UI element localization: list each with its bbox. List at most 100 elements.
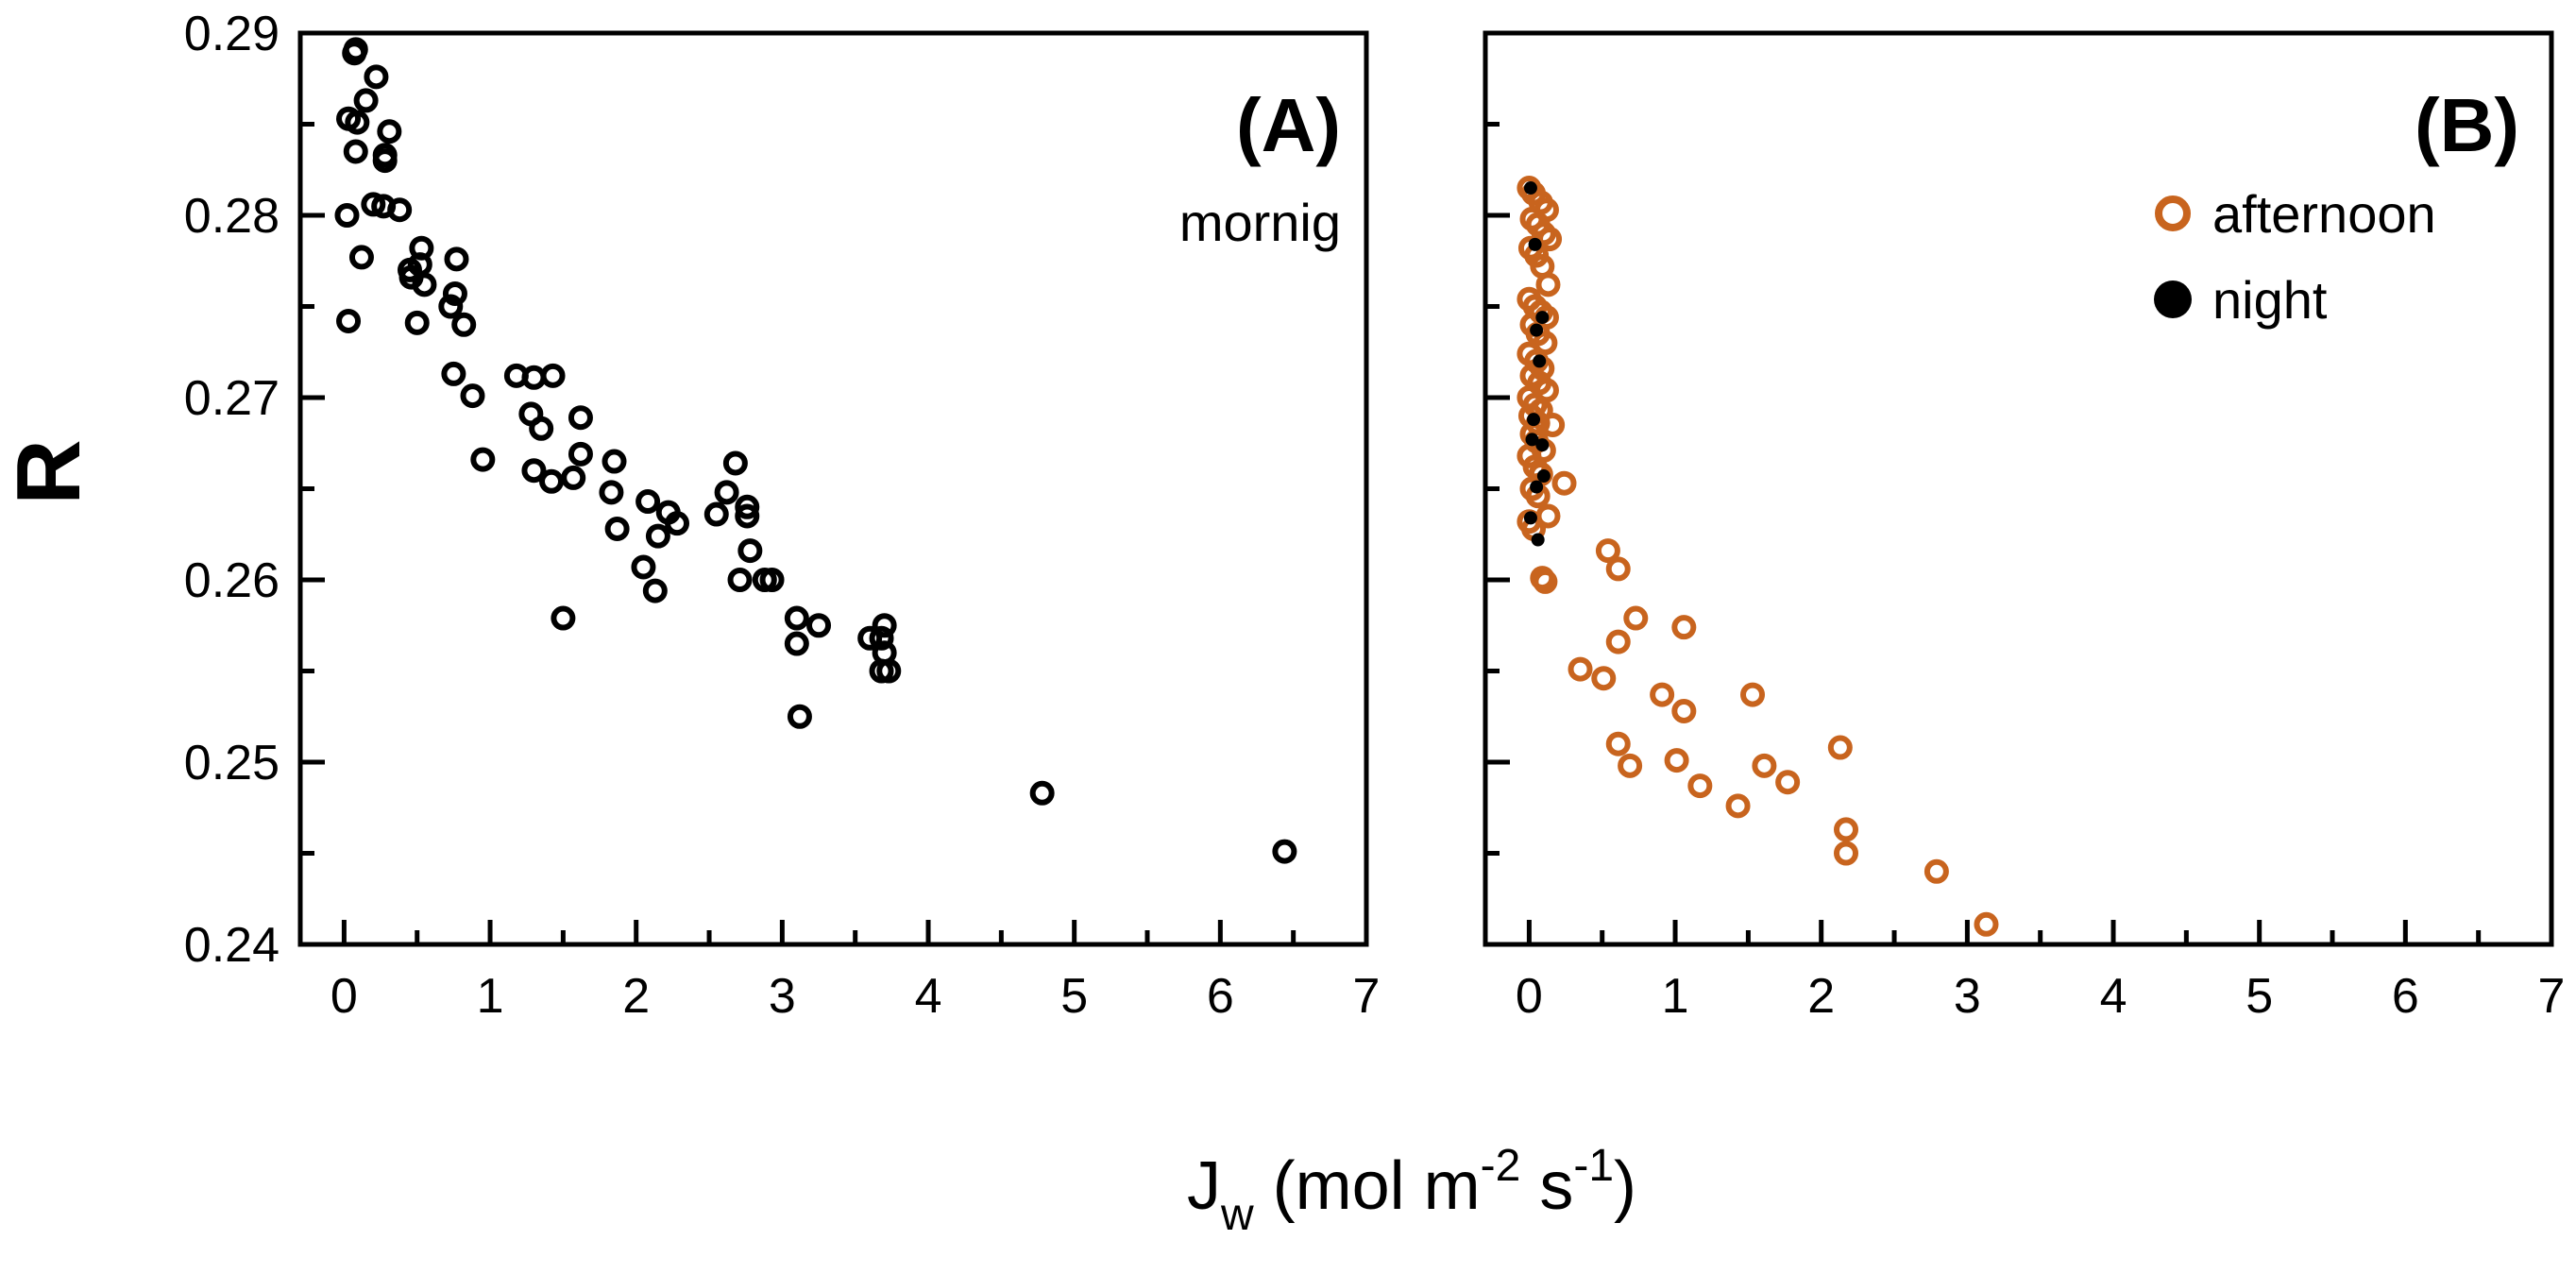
x-tick-label: 1 — [477, 969, 504, 1024]
x-tick-label: 4 — [915, 969, 942, 1024]
mornig-point — [361, 192, 386, 217]
night-point — [1535, 438, 1550, 452]
panel-a-y-ticks: 0.24 0.25 0.26 0.27 0.28 0.29 — [184, 7, 325, 973]
panel-b-label: (B) — [2415, 83, 2519, 167]
mornig-point — [645, 523, 670, 549]
legend-night-label: night — [2212, 270, 2328, 330]
x-tick-label: 5 — [2246, 969, 2273, 1024]
night-point — [1528, 237, 1542, 251]
y-tick-label: 0.28 — [184, 189, 280, 244]
afternoon-point — [1605, 731, 1631, 756]
afternoon-point — [1671, 615, 1697, 640]
mornig-point — [387, 197, 413, 223]
afternoon-point — [1775, 770, 1801, 795]
mornig-point — [521, 365, 547, 390]
x-axis-title-sub: w — [1220, 1190, 1254, 1240]
afternoon-point — [1540, 412, 1566, 437]
mornig-point — [521, 458, 547, 484]
x-tick-label: 3 — [769, 969, 796, 1024]
mornig-point — [438, 294, 464, 319]
mornig-point — [529, 416, 554, 441]
y-tick-label: 0.24 — [184, 918, 280, 973]
y-axis-title: R — [0, 439, 99, 504]
mornig-point — [470, 447, 496, 472]
night-point — [1533, 354, 1547, 368]
mornig-point — [377, 119, 402, 144]
night-point — [1523, 181, 1537, 195]
mornig-point — [642, 578, 668, 603]
mornig-point — [404, 310, 430, 335]
afternoon-point — [1740, 682, 1766, 707]
panel-a-label: (A) — [1236, 83, 1341, 167]
x-tick-label: 6 — [1207, 969, 1234, 1024]
afternoon-point — [1664, 748, 1689, 773]
panel-b-y-ticks — [1485, 30, 1510, 947]
night-point — [1530, 323, 1544, 337]
mornig-point — [568, 441, 593, 467]
mornig-point — [604, 516, 630, 541]
mornig-point — [727, 568, 753, 592]
night-point — [1523, 511, 1537, 525]
x-tick-label: 5 — [1060, 969, 1088, 1024]
mornig-point — [599, 480, 624, 505]
panel-a-points — [334, 37, 1297, 864]
legend-night-marker — [2154, 280, 2192, 318]
panel-a: 0.24 0.25 0.26 0.27 0.28 0.29 0 1 2 3 4 5 6 7 (A) mo… — [184, 7, 1381, 1024]
panel-b: 0 1 2 3 4 5 6 7 (B) afternoon night — [1483, 30, 2565, 1024]
panel-b-frame — [1483, 30, 2554, 947]
mornig-point — [561, 465, 586, 490]
mornig-point — [334, 203, 360, 228]
mornig-point — [539, 468, 565, 494]
x-tick-label: 2 — [622, 969, 650, 1024]
y-tick-label: 0.26 — [184, 553, 280, 608]
mornig-point — [869, 625, 894, 651]
mornig-point — [336, 308, 362, 333]
mornig-point — [451, 312, 477, 337]
x-axis-title-rest2: s — [1520, 1148, 1573, 1224]
mornig-point — [540, 363, 566, 388]
mornig-point — [1272, 839, 1297, 864]
mornig-point — [735, 503, 760, 529]
mornig-point — [857, 625, 883, 651]
afternoon-point — [1605, 629, 1631, 654]
panel-a-frame — [297, 30, 1369, 947]
afternoon-point — [1595, 538, 1620, 564]
mornig-point — [665, 511, 690, 536]
mornig-point — [343, 139, 368, 164]
afternoon-point — [1974, 911, 1999, 937]
night-point — [1535, 311, 1550, 325]
y-tick-label: 0.25 — [184, 736, 280, 790]
mornig-point — [568, 405, 593, 431]
panel-b-points — [1517, 176, 1999, 937]
afternoon-point — [1650, 682, 1675, 707]
x-axis-title-main: J — [1187, 1148, 1221, 1224]
x-axis-title-sup2: -1 — [1573, 1141, 1614, 1191]
x-tick-label: 1 — [1662, 969, 1689, 1024]
afternoon-point — [1687, 773, 1713, 799]
afternoon-point — [1533, 331, 1558, 356]
mornig-point — [872, 613, 897, 638]
mornig-point — [460, 383, 485, 409]
mornig-point — [636, 489, 661, 515]
y-tick-label: 0.27 — [184, 371, 280, 426]
panel-a-annotation: mornig — [1179, 193, 1341, 252]
mornig-point — [442, 280, 467, 306]
afternoon-point — [1568, 656, 1593, 682]
afternoon-point — [1618, 753, 1643, 778]
panel-a-x-ticks: 0 1 2 3 4 5 6 7 — [330, 920, 1380, 1024]
x-axis-title-rest3: ) — [1614, 1148, 1636, 1224]
night-point — [1530, 480, 1544, 494]
afternoon-point — [1924, 858, 1949, 884]
mornig-point — [353, 88, 379, 113]
x-axis-title: Jw (mol m-2 s-1) — [1187, 1141, 1636, 1240]
mornig-point — [784, 605, 809, 631]
legend: afternoon night — [2154, 184, 2436, 330]
mornig-point — [364, 64, 389, 90]
x-tick-label: 0 — [330, 969, 358, 1024]
night-point — [1531, 533, 1545, 547]
afternoon-point — [1551, 470, 1577, 496]
legend-afternoon-label: afternoon — [2212, 184, 2436, 244]
mornig-point — [703, 501, 729, 527]
x-tick-label: 4 — [2100, 969, 2127, 1024]
